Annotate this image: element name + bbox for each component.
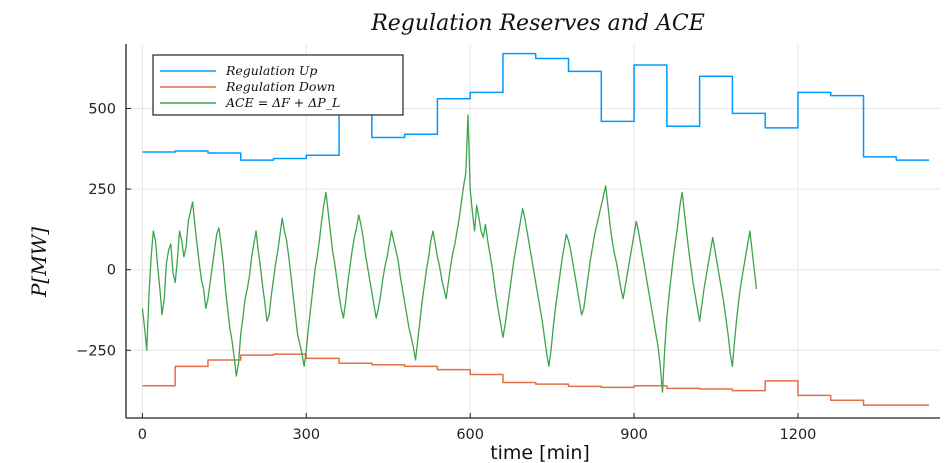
regulation-up-line [142,52,930,161]
x-tick-label: 600 [456,427,484,443]
legend-label-ace: ACE = ΔF + ΔP_L [225,95,340,110]
y-tick-label: 500 [88,101,116,117]
ace-line [141,114,758,393]
legend-box [152,54,404,116]
legend-label-regulation-up: Regulation Up [225,63,317,78]
chart-title: Regulation Reserves and ACE [370,11,705,36]
x-tick-label: 900 [620,427,648,443]
y-tick-label: −250 [76,343,116,359]
plot-series [141,52,930,406]
y-tick-label: 250 [88,182,116,198]
axis-ticks: 0 300 600 900 1200 −250 0 250 500 [76,101,816,443]
x-axis-label: time [min] [490,442,590,463]
x-tick-label: 1200 [780,427,817,443]
y-axis-label: P[MW] [27,227,51,298]
y-tick-label: 0 [107,263,116,279]
regulation-down-line [142,353,930,406]
x-tick-label: 300 [292,427,320,443]
x-tick-label: 0 [138,427,147,443]
legend: Regulation Up Regulation Down ACE = ΔF +… [152,54,404,116]
legend-label-regulation-down: Regulation Down [225,79,335,94]
